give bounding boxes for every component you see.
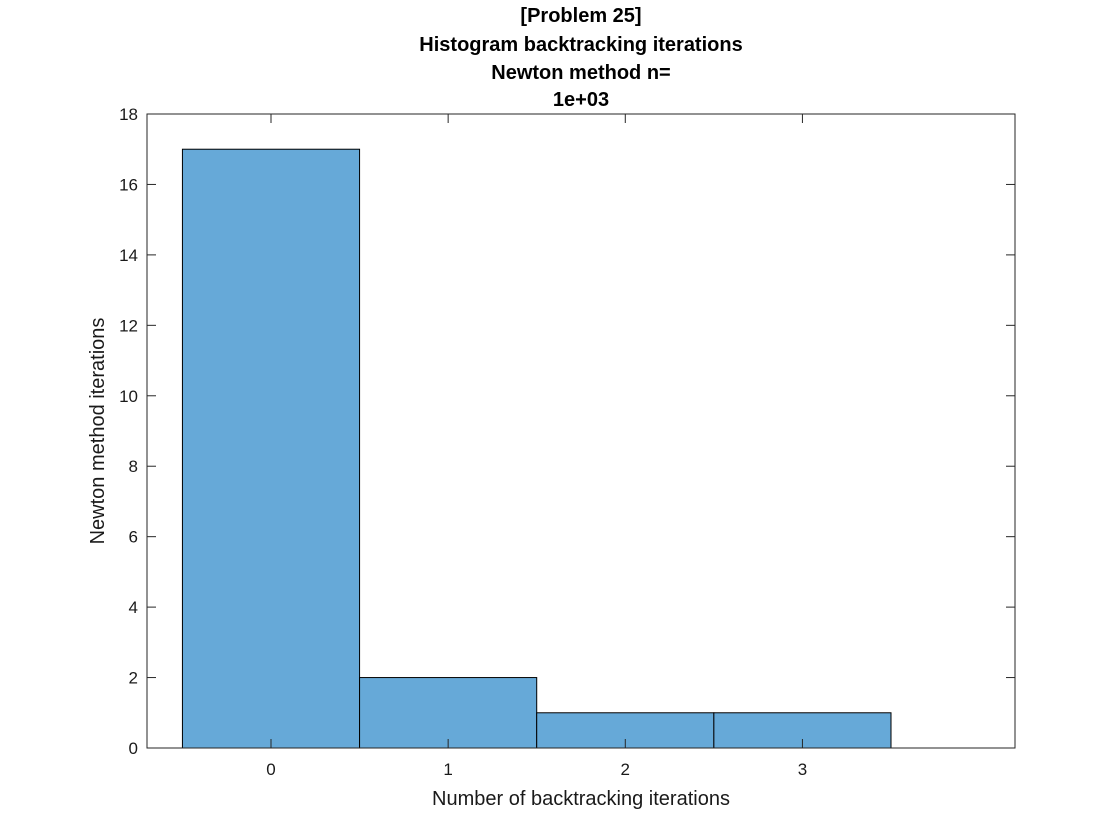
title-line-3: Newton method n= <box>491 62 670 84</box>
y-tick-label: 4 <box>129 598 138 617</box>
y-tick-label: 14 <box>119 246 138 265</box>
bar-1 <box>359 677 538 749</box>
y-axis-label: Newton method iterations <box>87 318 109 545</box>
title-line-4: 1e+03 <box>553 89 609 111</box>
y-tick-label: 18 <box>119 105 138 124</box>
y-tick-label: 2 <box>129 669 138 688</box>
plot-frame <box>146 113 1016 749</box>
y-tick-label: 10 <box>119 387 138 406</box>
title-line-2: Histogram backtracking iterations <box>419 34 742 56</box>
title-line-1: [Problem 25] <box>520 5 641 27</box>
x-tick-label: 1 <box>443 760 452 779</box>
x-tick-label: 2 <box>621 760 630 779</box>
x-tick-label: 3 <box>798 760 807 779</box>
x-axis-label: Number of backtracking iterations <box>432 788 730 810</box>
y-tick-label: 8 <box>129 457 138 476</box>
x-tick-label: 0 <box>266 760 275 779</box>
y-tick-label: 16 <box>119 175 138 194</box>
y-tick-label: 12 <box>119 316 138 335</box>
y-tick-label: 0 <box>129 739 138 758</box>
y-tick-label: 6 <box>129 528 138 547</box>
chart-title: [Problem 25] Histogram backtracking iter… <box>419 5 742 111</box>
bar-0 <box>181 148 361 749</box>
